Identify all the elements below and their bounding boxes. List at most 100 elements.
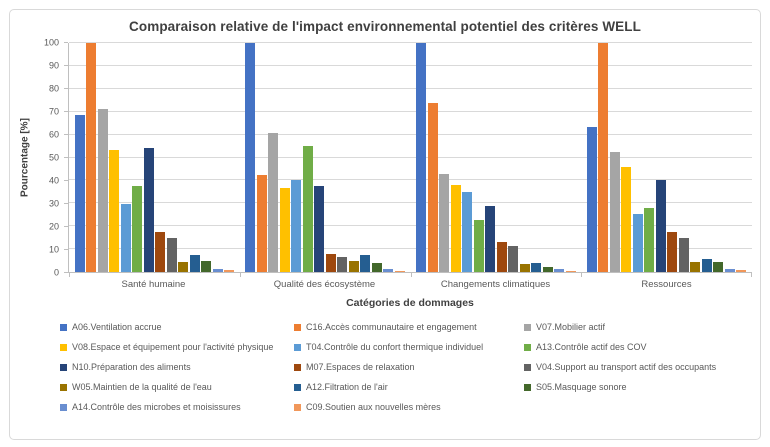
chart-area: Pourcentage [%] 0 10 20 30 40 50 60 70 80 90 100 S… (16, 38, 752, 309)
legend-item: T04.Contrôle du confort thermique indivi… (294, 342, 524, 352)
x-axis-labels: Santé humaine Qualité des écosystème Chang… (68, 279, 752, 290)
bar (86, 43, 97, 272)
legend-swatch (60, 323, 67, 331)
legend-item: N10.Préparation des aliments (60, 362, 294, 372)
bar (212, 268, 223, 272)
legend-label: A12.Filtration de l'air (306, 382, 388, 392)
legend-label: V04.Support au transport actif des occup… (536, 362, 717, 372)
y-tick-label: 80 (48, 83, 59, 94)
x-tick-mark (751, 272, 752, 277)
legend-item: V08.Espace et équipement pour l'activité… (60, 342, 294, 352)
y-tick-mark (64, 88, 68, 89)
legend-label: A13.Contrôle actif des COV (536, 342, 647, 352)
bar (632, 213, 643, 272)
bar (485, 205, 496, 272)
legend-item: A14.Contrôle des microbes et moisissures (60, 402, 294, 412)
bar (143, 148, 154, 272)
legend-swatch (60, 403, 67, 411)
bar (371, 262, 382, 272)
legend-swatch (294, 363, 301, 371)
bar (690, 261, 701, 272)
legend-item: S05.Masquage sonore (524, 382, 760, 392)
bar (736, 269, 747, 272)
legend-swatch (294, 343, 301, 351)
bar (291, 180, 302, 272)
y-tick-label: 50 (48, 152, 59, 163)
bar (166, 237, 177, 272)
bar (178, 261, 189, 272)
gridline (69, 64, 752, 66)
x-tick-mark (581, 272, 583, 277)
bar (473, 220, 484, 272)
legend-swatch (524, 343, 531, 351)
bar (713, 261, 724, 272)
bar (302, 146, 313, 272)
gridline (69, 248, 752, 250)
legend-swatch (524, 383, 531, 391)
x-tick-mark (239, 272, 241, 277)
legend-label: V08.Espace et équipement pour l'activité… (72, 342, 274, 352)
y-tick-mark (64, 180, 68, 181)
legend-item: C16.Accès communautaire et engagement (294, 322, 524, 332)
bar (450, 184, 461, 272)
x-axis-category-label: Qualité des écosystème (273, 279, 376, 290)
legend-swatch (60, 363, 67, 371)
bar (97, 109, 108, 272)
chart-figure: Comparaison relative de l'impact environ… (9, 9, 761, 440)
bar (496, 242, 507, 272)
legend-item: A12.Filtration de l'air (294, 382, 524, 392)
bar (462, 191, 473, 272)
legend-label: N10.Préparation des aliments (72, 362, 191, 372)
legend: A06.Ventilation accrue C16.Accès communau… (60, 322, 754, 412)
legend-label: C16.Accès communautaire et engagement (306, 322, 477, 332)
bar (337, 257, 348, 272)
bar (74, 115, 85, 272)
legend-item: C09.Soutien aux nouvelles mères (294, 402, 524, 412)
bar (201, 260, 212, 272)
bar (554, 268, 565, 272)
y-tick-label: 0 (53, 267, 59, 278)
y-tick-label: 60 (48, 129, 59, 140)
bar-group (240, 43, 411, 272)
legend-label: V07.Mobilier actif (536, 322, 606, 332)
legend-label: S05.Masquage sonore (536, 382, 627, 392)
bar (598, 43, 609, 272)
bar-group (411, 43, 582, 272)
bar-group (69, 43, 240, 272)
y-axis-title: Pourcentage [%] (19, 118, 31, 198)
bar (132, 186, 143, 272)
y-tick-label: 30 (48, 198, 59, 209)
bar (155, 231, 166, 272)
legend-label: A14.Contrôle des microbes et moisissures (72, 402, 241, 412)
legend-label: M07.Espaces de relaxation (306, 362, 415, 372)
y-tick-label: 100 (43, 37, 59, 48)
legend-swatch (60, 343, 67, 351)
legend-item: A06.Ventilation accrue (60, 322, 294, 332)
bar (245, 43, 256, 272)
bar (394, 270, 405, 272)
bar (609, 151, 620, 272)
legend-swatch (60, 383, 67, 391)
chart-title: Comparaison relative de l'impact environ… (129, 19, 641, 34)
x-tick-mark (410, 272, 412, 277)
bar (256, 174, 267, 272)
bar (120, 204, 131, 272)
bar (565, 270, 576, 272)
bar (416, 43, 427, 272)
bar (724, 268, 735, 272)
y-tick-mark (64, 42, 68, 43)
gridline (69, 156, 752, 158)
legend-item: V04.Support au transport actif des occup… (524, 362, 760, 372)
y-tick-label: 70 (48, 106, 59, 117)
legend-swatch (294, 383, 301, 391)
y-tick-mark (64, 111, 68, 112)
legend-swatch (524, 323, 531, 331)
gridline (69, 179, 752, 181)
y-tick-label: 40 (48, 175, 59, 186)
y-tick-label: 90 (48, 60, 59, 71)
legend-item: A13.Contrôle actif des COV (524, 342, 760, 352)
y-tick-mark (64, 65, 68, 66)
gridline (69, 225, 752, 227)
x-axis-category-label: Santé humaine (121, 279, 186, 290)
gridline (69, 110, 752, 112)
